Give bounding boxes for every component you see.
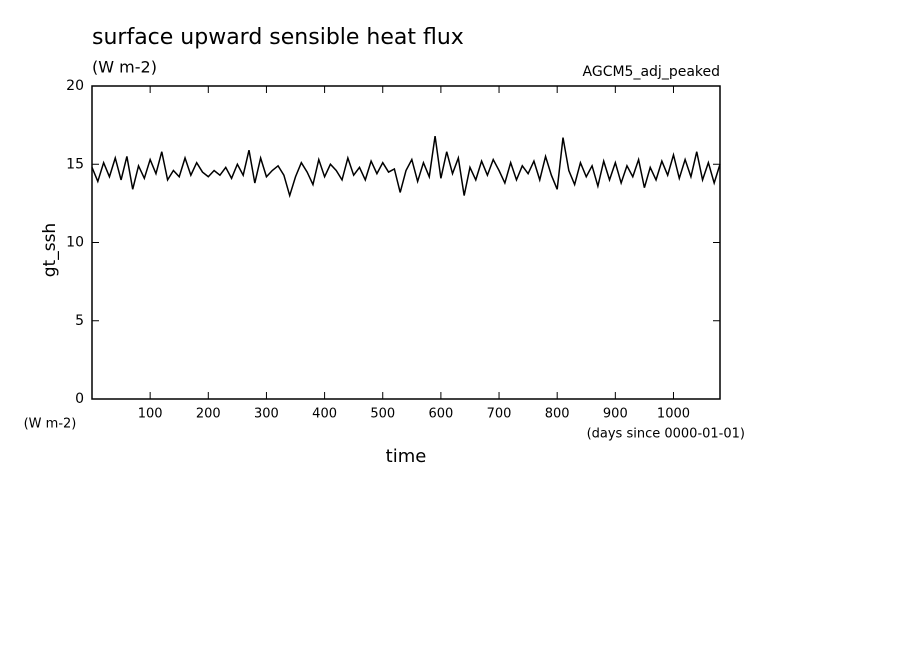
x-axis-label: time bbox=[386, 446, 427, 467]
y-axis-label: gt_ssh bbox=[40, 223, 60, 277]
x-tick-label: 700 bbox=[487, 407, 512, 422]
chart-title: surface upward sensible heat flux bbox=[92, 25, 464, 50]
data-line bbox=[91, 135, 721, 199]
y-tick-label: 10 bbox=[66, 235, 84, 251]
y-tick-label: 5 bbox=[75, 313, 84, 329]
y-tick-label: 0 bbox=[75, 391, 84, 407]
x-tick-label: 600 bbox=[428, 407, 453, 422]
y-tick-label: 20 bbox=[66, 78, 84, 94]
y-tick-label: 15 bbox=[66, 156, 84, 172]
x-tick-label: 500 bbox=[370, 407, 395, 422]
x-tick-label: 1000 bbox=[657, 407, 690, 422]
x-unit: (days since 0000-01-01) bbox=[587, 427, 745, 442]
plot-frame bbox=[91, 85, 721, 400]
annotation: AGCM5_adj_peaked bbox=[583, 64, 720, 80]
y-unit: (W m-2) bbox=[24, 417, 77, 432]
x-tick-label: 200 bbox=[196, 407, 221, 422]
x-tick-label: 400 bbox=[312, 407, 337, 422]
x-tick-label: 800 bbox=[545, 407, 570, 422]
x-tick-label: 100 bbox=[138, 407, 163, 422]
x-tick-label: 300 bbox=[254, 407, 279, 422]
x-tick-label: 900 bbox=[603, 407, 628, 422]
subtitle: (W m-2) bbox=[92, 58, 157, 77]
